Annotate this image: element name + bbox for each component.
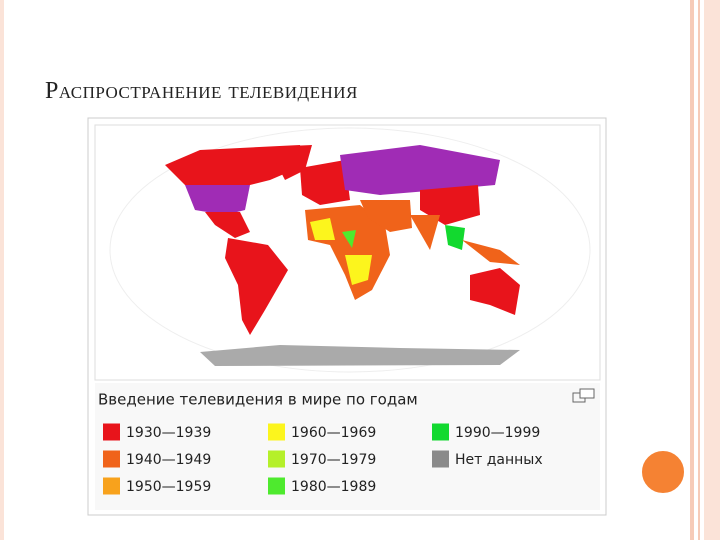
india <box>410 215 440 250</box>
legend-label: 1960—1969 <box>291 425 376 441</box>
indonesia <box>462 240 520 265</box>
legend-label: 1990—1999 <box>455 425 540 441</box>
legend-label: 1970—1979 <box>291 452 376 468</box>
russia <box>340 145 500 195</box>
legend-box <box>95 383 600 510</box>
middle-east <box>360 200 412 232</box>
europe <box>300 160 350 205</box>
border-stripe <box>0 0 4 540</box>
central-africa <box>342 230 356 248</box>
icon-part <box>579 388 595 399</box>
border-stripe <box>690 0 694 540</box>
enlarge-icon[interactable] <box>572 388 595 403</box>
border-stripe <box>698 0 700 540</box>
se-asia <box>445 225 465 250</box>
slide-title: Распространение телевидения <box>45 78 358 104</box>
usa <box>185 185 250 215</box>
legend-swatch <box>432 423 449 441</box>
southern-africa <box>345 255 372 285</box>
border-stripe <box>704 0 720 540</box>
legend-caption: Введение телевидения в мире по годам <box>98 391 418 409</box>
decor-circle <box>640 449 686 495</box>
legend-label: 1930—1939 <box>126 425 211 441</box>
legend: 1930—1939 1940—1949 1950—1959 1960—1969 1970… <box>103 423 543 495</box>
legend-swatch <box>268 450 285 468</box>
north-america <box>165 145 305 185</box>
legend-swatch <box>103 450 120 468</box>
central-america <box>205 212 250 238</box>
antarctica <box>200 345 520 366</box>
legend-swatch <box>103 477 120 495</box>
legend-swatch <box>432 450 449 468</box>
legend-swatch <box>103 423 120 441</box>
world-map <box>109 127 591 373</box>
legend-label: 1940—1949 <box>126 452 211 468</box>
legend-label: Нет данных <box>455 452 543 468</box>
west-africa <box>310 218 335 240</box>
legend-label: 1980—1989 <box>291 479 376 495</box>
legend-label: 1950—1959 <box>126 479 211 495</box>
south-america <box>225 238 288 335</box>
australia <box>470 268 520 315</box>
legend-swatch <box>268 477 285 495</box>
legend-swatch <box>268 423 285 441</box>
